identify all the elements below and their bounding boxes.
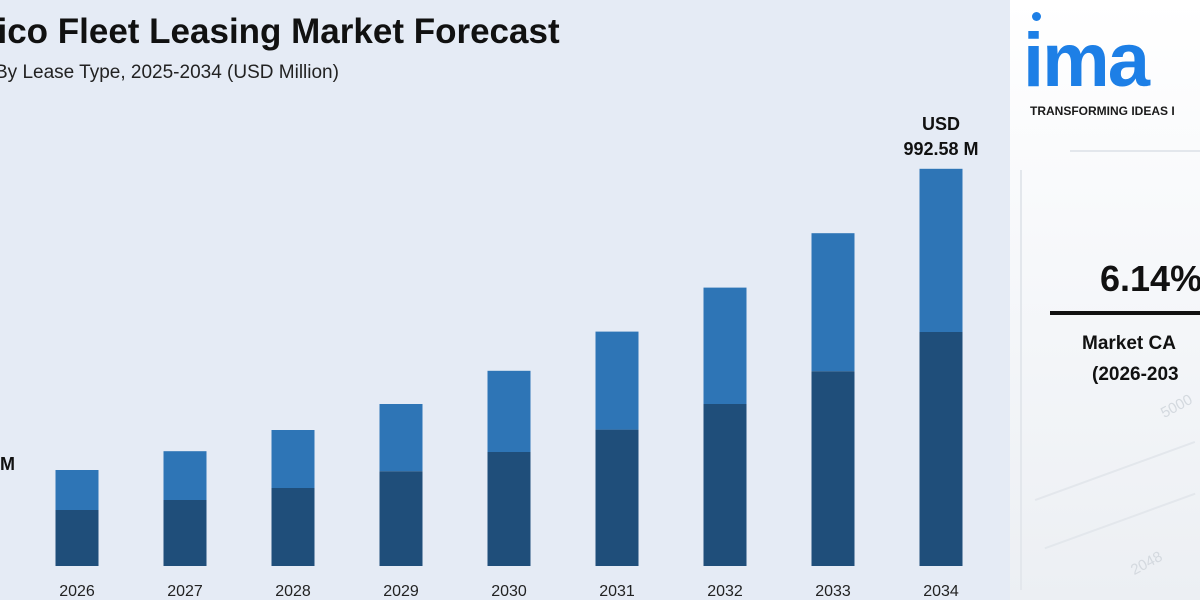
labels-layer: 2026 2027 2028 2029 2030 2031 2032 2033 2034 USD 9… — [0, 114, 979, 600]
bar-chart: 2026 2027 2028 2029 2030 2031 2032 2033 2034 USD 9… — [0, 114, 979, 600]
data-label-line1: USD — [922, 114, 960, 134]
x-tick-label: 2026 — [59, 583, 95, 600]
cagr-divider — [1050, 311, 1200, 315]
bar-2026-segment-2 — [55, 470, 99, 510]
x-tick-label: 2028 — [275, 583, 311, 600]
bar-2033-segment-1 — [811, 371, 855, 566]
x-tick-label: 2030 — [491, 583, 527, 600]
data-label-first-year: M — [0, 454, 15, 474]
bar-2029-segment-2 — [379, 404, 423, 472]
chart-panel: xico Fleet Leasing Market Forecast By Le… — [0, 12, 979, 600]
x-tick-label: 2031 — [599, 583, 635, 600]
logo-dot-icon — [1032, 12, 1041, 21]
x-tick-label: 2032 — [707, 583, 743, 600]
decorative-grid-line — [1034, 440, 1196, 502]
x-tick-label: 2033 — [815, 583, 851, 600]
chart-subtitle: By Lease Type, 2025-2034 (USD Million) — [0, 62, 339, 83]
cagr-period: (2026-203 — [1092, 364, 1179, 385]
decorative-grid-line — [1020, 170, 1022, 590]
side-panel: 5000 2048 ima TRANSFORMING IDEAS I 6.14%… — [1010, 0, 1200, 600]
bar-2034-segment-1 — [919, 332, 963, 566]
data-label-line2: 992.58 M — [903, 139, 978, 159]
decorative-watermark: 5000 — [1157, 391, 1196, 422]
x-tick-label: 2034 — [923, 583, 959, 600]
bar-2031-segment-2 — [595, 331, 639, 430]
x-tick-label: 2029 — [383, 583, 419, 600]
bar-2026-segment-1 — [55, 510, 99, 566]
bar-2030-segment-1 — [487, 452, 531, 566]
bar-2032-segment-1 — [703, 404, 747, 566]
bar-2027-segment-2 — [163, 451, 207, 500]
decorative-watermark: 2048 — [1127, 548, 1166, 579]
cagr-value: 6.14% — [1100, 258, 1200, 299]
brand-logo: ima — [1023, 18, 1150, 103]
chart-title: xico Fleet Leasing Market Forecast — [0, 12, 560, 51]
bars-layer — [55, 168, 963, 566]
bar-2032-segment-2 — [703, 287, 747, 404]
bar-2027-segment-1 — [163, 500, 207, 566]
decorative-grid-line — [1070, 150, 1200, 152]
decorative-grid-line — [1044, 492, 1196, 550]
bar-2029-segment-1 — [379, 471, 423, 566]
cagr-label: Market CA — [1082, 333, 1176, 354]
bar-2034-segment-2 — [919, 168, 963, 332]
x-tick-label: 2027 — [167, 583, 203, 600]
brand-tagline: TRANSFORMING IDEAS I — [1030, 104, 1175, 118]
bar-2028-segment-1 — [271, 488, 315, 566]
bar-2031-segment-1 — [595, 429, 639, 566]
bar-2030-segment-2 — [487, 370, 531, 452]
bar-2028-segment-2 — [271, 430, 315, 488]
bar-2033-segment-2 — [811, 233, 855, 372]
